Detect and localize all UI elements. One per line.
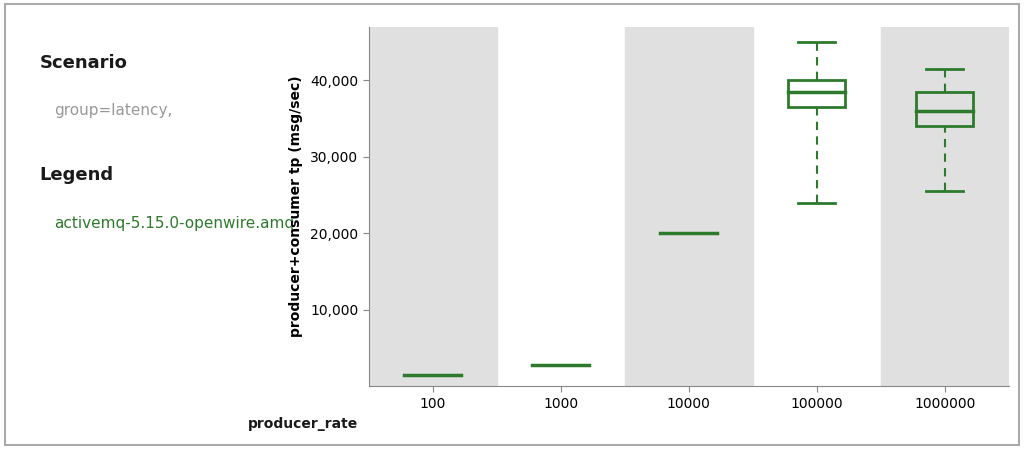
Text: producer_rate: producer_rate bbox=[248, 417, 358, 431]
Text: group=latency,: group=latency, bbox=[54, 103, 172, 118]
Bar bbox=[881, 27, 1009, 386]
Text: activemq-5.15.0-openwire.amq: activemq-5.15.0-openwire.amq bbox=[54, 216, 294, 230]
Text: Scenario: Scenario bbox=[39, 54, 127, 72]
Y-axis label: producer+consumer tp (msg/sec): producer+consumer tp (msg/sec) bbox=[289, 76, 303, 337]
Bar bbox=[369, 27, 497, 386]
Text: Legend: Legend bbox=[39, 166, 114, 184]
Bar bbox=[625, 27, 753, 386]
Bar bbox=[787, 80, 846, 107]
Bar bbox=[915, 92, 974, 126]
